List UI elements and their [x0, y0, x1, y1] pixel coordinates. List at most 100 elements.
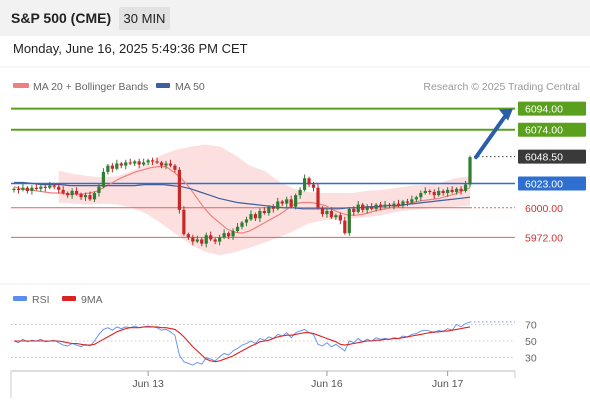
candle-body — [186, 234, 190, 238]
candle-body — [173, 165, 177, 170]
candle-body — [70, 190, 74, 196]
candle-body — [423, 190, 427, 194]
candle-body — [92, 193, 97, 200]
candle-body — [128, 162, 132, 164]
projection-arrow — [474, 108, 513, 160]
x-tick-label: Jun 17 — [432, 378, 464, 390]
rsi-tick-30: 30 — [525, 353, 537, 365]
candle-body — [298, 189, 302, 196]
candle-body — [61, 189, 65, 194]
candle-body — [195, 239, 199, 242]
candle-body — [52, 185, 56, 187]
resistance-label-box-1 — [518, 122, 586, 137]
candle-body — [428, 190, 432, 193]
rsi-legend-label: RSI — [32, 294, 50, 306]
candle-body — [320, 207, 325, 215]
candle-body — [343, 220, 347, 234]
candle-body — [218, 237, 222, 242]
candle-body — [325, 210, 329, 215]
candle-body — [39, 186, 43, 189]
candle-body — [213, 239, 217, 242]
candle-body — [410, 199, 414, 203]
candle-body — [48, 185, 52, 188]
candle-body — [414, 197, 418, 200]
timestamp: Monday, June 16, 2025 5:49:36 PM CET — [13, 41, 248, 56]
candle-body — [240, 222, 244, 227]
candle-body — [209, 235, 213, 240]
candle-body — [361, 204, 365, 210]
candle-body — [249, 214, 253, 220]
candle-body — [405, 201, 410, 203]
candle-body — [57, 186, 61, 190]
candle-body — [155, 161, 159, 163]
candle-body — [244, 219, 249, 223]
candle-body — [43, 186, 47, 188]
candle-body — [374, 204, 378, 209]
rsi-legend: RSI 9MA — [13, 294, 103, 306]
candle-body — [432, 191, 436, 196]
x-tick-label: Jun 16 — [311, 378, 343, 390]
candle-body — [419, 193, 423, 198]
candle-body — [204, 235, 208, 244]
candle-body — [258, 210, 262, 219]
candle-body — [370, 206, 374, 209]
candle-body — [124, 162, 128, 166]
candle-body — [352, 208, 356, 213]
candle-body — [182, 209, 186, 235]
candle-body — [106, 165, 110, 172]
resistance-label-1: 6074.00 — [525, 125, 563, 137]
main-legend: MA 20 + Bollinger Bands MA 50 Research ©… — [13, 81, 580, 93]
candle-body — [110, 165, 114, 169]
candle-body — [338, 215, 342, 221]
candle-body — [347, 208, 351, 234]
support-label-5: 5972.00 — [525, 232, 563, 244]
ma20-legend-label: MA 20 + Bollinger Bands — [33, 81, 148, 93]
ma20-legend-swatch — [13, 83, 29, 88]
candle-body — [79, 194, 83, 198]
rsi-ma-line — [14, 326, 471, 363]
candle-body — [271, 206, 275, 209]
candle-body — [262, 210, 266, 214]
candle-body — [459, 188, 463, 191]
candle-body — [437, 190, 441, 196]
rsi-tick-70: 70 — [525, 319, 537, 331]
candle-body — [168, 163, 173, 166]
candle-body — [446, 189, 450, 194]
rsi-tick-50: 50 — [525, 336, 537, 348]
timeframe-button[interactable]: 30 MIN — [119, 7, 170, 30]
rsi-ma-legend-swatch — [62, 296, 76, 301]
candle-body — [450, 189, 454, 192]
candle-body — [401, 201, 405, 206]
pivot-label-box-3 — [518, 176, 586, 191]
candle-body — [159, 162, 164, 166]
candle-body — [378, 204, 383, 207]
candle-body — [289, 199, 293, 207]
candle-body — [334, 215, 338, 218]
candle-body — [142, 162, 146, 165]
x-tick-label: Jun 13 — [132, 378, 164, 390]
candle-body — [97, 186, 101, 194]
candle-body — [200, 239, 204, 244]
header-bar: S&P 500 (CME) 30 MIN — [0, 0, 590, 36]
candle-body — [316, 187, 320, 208]
instrument-title: S&P 500 (CME) — [11, 10, 112, 26]
bollinger-bands — [58, 144, 470, 256]
candle-body — [119, 163, 123, 166]
candle-body — [280, 201, 284, 204]
projection-arrow-head — [499, 108, 513, 121]
candle-body — [25, 187, 30, 191]
candle-body — [468, 157, 472, 185]
x-axis: Jun 13 Jun 16 Jun 17 — [10, 370, 516, 398]
candle-body — [365, 206, 369, 210]
candle-body — [307, 178, 311, 185]
candle-body — [396, 203, 401, 206]
candle-body — [253, 214, 258, 219]
ma50-legend-swatch — [156, 83, 170, 88]
candle-body — [222, 233, 226, 238]
candle-body — [74, 190, 79, 195]
rsi-ma-legend-label: 9MA — [81, 294, 103, 306]
candle-body — [392, 203, 396, 206]
candle-body — [146, 160, 150, 163]
candlesticks — [12, 155, 472, 248]
